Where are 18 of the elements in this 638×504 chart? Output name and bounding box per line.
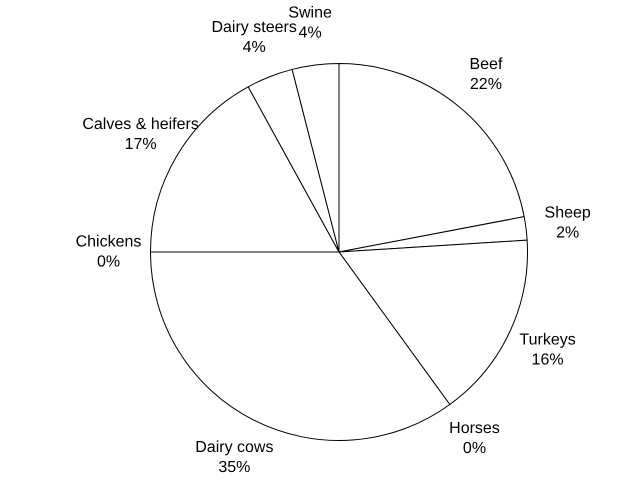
data-label: 16%	[532, 352, 564, 369]
slice-label: Dairy cows	[195, 438, 274, 456]
slice-label: Swine	[288, 4, 332, 22]
data-label: 4%	[298, 24, 322, 42]
slice-label: Sheep	[544, 204, 591, 222]
data-label: 22%	[470, 76, 502, 93]
data-label: 2%	[556, 224, 580, 242]
data-label: 35%	[218, 458, 250, 476]
slice-label: Turkeys	[519, 332, 576, 349]
text: 0%	[462, 440, 486, 457]
data-label: 17%	[124, 136, 157, 154]
slice-label: Dairy steers	[211, 19, 297, 36]
text: 0%	[96, 253, 120, 270]
category-label: Chickens	[76, 233, 142, 250]
slice-label: Beef	[469, 56, 503, 73]
category-label: Horses	[449, 420, 500, 437]
data-label: 4%	[242, 39, 266, 56]
slice-label: Calves & heifers	[82, 116, 199, 134]
